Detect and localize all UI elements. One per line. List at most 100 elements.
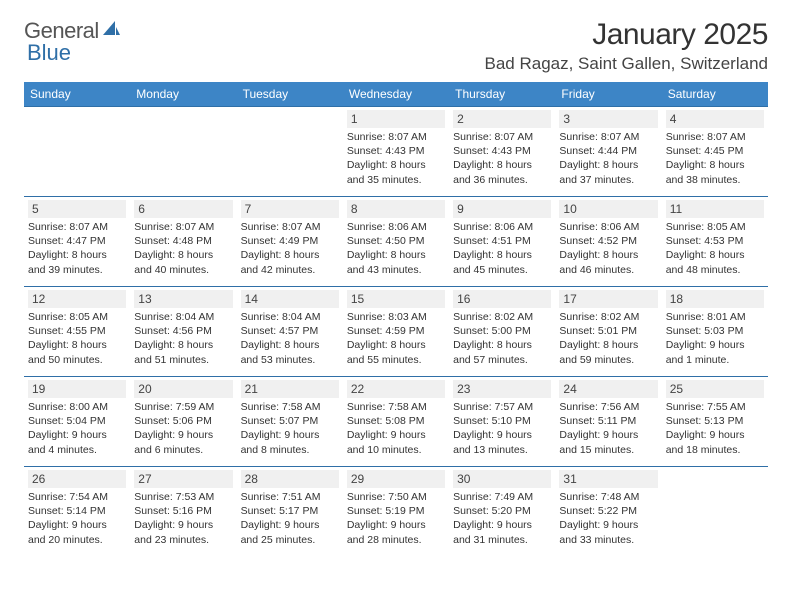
day-cell: 24 Sunrise: 7:56 AMSunset: 5:11 PMDayligh… [555,377,661,467]
brand-part2: Blue [27,40,71,66]
day-cell: 11 Sunrise: 8:05 AMSunset: 4:53 PMDayligh… [662,197,768,287]
day-number: 15 [347,290,445,308]
day-number: 29 [347,470,445,488]
day-cell: 26 Sunrise: 7:54 AMSunset: 5:14 PMDayligh… [24,467,130,557]
day-info: Sunrise: 8:07 AMSunset: 4:49 PMDaylight:… [241,220,339,277]
day-info: Sunrise: 8:05 AMSunset: 4:53 PMDaylight:… [666,220,764,277]
day-number: 6 [134,200,232,218]
day-cell: 25 Sunrise: 7:55 AMSunset: 5:13 PMDayligh… [662,377,768,467]
dow-sunday: Sunday [24,82,130,107]
day-number: 21 [241,380,339,398]
day-number: 28 [241,470,339,488]
day-cell: 15 Sunrise: 8:03 AMSunset: 4:59 PMDayligh… [343,287,449,377]
day-number: 3 [559,110,657,128]
day-cell: 21 Sunrise: 7:58 AMSunset: 5:07 PMDayligh… [237,377,343,467]
day-cell [130,107,236,197]
day-number: 13 [134,290,232,308]
calendar-table: Sunday Monday Tuesday Wednesday Thursday… [24,82,768,557]
day-info: Sunrise: 8:04 AMSunset: 4:57 PMDaylight:… [241,310,339,367]
day-info: Sunrise: 8:02 AMSunset: 5:01 PMDaylight:… [559,310,657,367]
day-cell [662,467,768,557]
day-info: Sunrise: 8:06 AMSunset: 4:52 PMDaylight:… [559,220,657,277]
day-cell: 1 Sunrise: 8:07 AMSunset: 4:43 PMDaylight… [343,107,449,197]
day-cell: 22Sunrise: 7:58 AMSunset: 5:08 PMDayligh… [343,377,449,467]
week-row: 5 Sunrise: 8:07 AMSunset: 4:47 PMDaylight… [24,197,768,287]
day-number: 8 [347,200,445,218]
day-info: Sunrise: 8:07 AMSunset: 4:44 PMDaylight:… [559,130,657,187]
day-number: 16 [453,290,551,308]
day-cell [24,107,130,197]
day-info: Sunrise: 7:57 AMSunset: 5:10 PMDaylight:… [453,400,551,457]
day-info: Sunrise: 7:58 AMSunset: 5:08 PMDaylight:… [347,400,445,457]
day-cell: 20 Sunrise: 7:59 AMSunset: 5:06 PMDayligh… [130,377,236,467]
day-info: Sunrise: 7:51 AMSunset: 5:17 PMDaylight:… [241,490,339,547]
day-number: 4 [666,110,764,128]
day-cell: 27 Sunrise: 7:53 AMSunset: 5:16 PMDayligh… [130,467,236,557]
day-info: Sunrise: 7:54 AMSunset: 5:14 PMDaylight:… [28,490,126,547]
day-number: 11 [666,200,764,218]
day-info: Sunrise: 8:07 AMSunset: 4:43 PMDaylight:… [347,130,445,187]
week-row: 26 Sunrise: 7:54 AMSunset: 5:14 PMDayligh… [24,467,768,557]
day-cell: 2 Sunrise: 8:07 AMSunset: 4:43 PMDaylight… [449,107,555,197]
day-number: 23 [453,380,551,398]
day-number: 24 [559,380,657,398]
day-info: Sunrise: 7:58 AMSunset: 5:07 PMDaylight:… [241,400,339,457]
day-cell: 6 Sunrise: 8:07 AMSunset: 4:48 PMDaylight… [130,197,236,287]
day-info: Sunrise: 8:06 AMSunset: 4:51 PMDaylight:… [453,220,551,277]
day-cell: 18Sunrise: 8:01 AMSunset: 5:03 PMDayligh… [662,287,768,377]
day-cell: 12Sunrise: 8:05 AMSunset: 4:55 PMDayligh… [24,287,130,377]
day-info: Sunrise: 8:07 AMSunset: 4:43 PMDaylight:… [453,130,551,187]
day-number: 5 [28,200,126,218]
day-info: Sunrise: 8:06 AMSunset: 4:50 PMDaylight:… [347,220,445,277]
day-info: Sunrise: 8:01 AMSunset: 5:03 PMDaylight:… [666,310,764,367]
location: Bad Ragaz, Saint Gallen, Switzerland [485,54,769,74]
calendar-body: 1 Sunrise: 8:07 AMSunset: 4:43 PMDaylight… [24,107,768,557]
day-number: 1 [347,110,445,128]
dow-saturday: Saturday [662,82,768,107]
day-cell: 4 Sunrise: 8:07 AMSunset: 4:45 PMDaylight… [662,107,768,197]
day-cell: 17 Sunrise: 8:02 AMSunset: 5:01 PMDayligh… [555,287,661,377]
week-row: 19Sunrise: 8:00 AMSunset: 5:04 PMDayligh… [24,377,768,467]
day-cell: 23 Sunrise: 7:57 AMSunset: 5:10 PMDayligh… [449,377,555,467]
day-cell: 3 Sunrise: 8:07 AMSunset: 4:44 PMDaylight… [555,107,661,197]
header: General January 2025 Bad Ragaz, Saint Ga… [24,18,768,74]
day-info: Sunrise: 8:07 AMSunset: 4:48 PMDaylight:… [134,220,232,277]
day-info: Sunrise: 7:55 AMSunset: 5:13 PMDaylight:… [666,400,764,457]
day-cell: 30 Sunrise: 7:49 AMSunset: 5:20 PMDayligh… [449,467,555,557]
dow-row: Sunday Monday Tuesday Wednesday Thursday… [24,82,768,107]
day-info: Sunrise: 8:02 AMSunset: 5:00 PMDaylight:… [453,310,551,367]
day-number: 20 [134,380,232,398]
day-info: Sunrise: 8:04 AMSunset: 4:56 PMDaylight:… [134,310,232,367]
title-block: January 2025 Bad Ragaz, Saint Gallen, Sw… [485,18,769,74]
day-info: Sunrise: 7:49 AMSunset: 5:20 PMDaylight:… [453,490,551,547]
day-cell [237,107,343,197]
day-number: 2 [453,110,551,128]
day-cell: 14Sunrise: 8:04 AMSunset: 4:57 PMDayligh… [237,287,343,377]
day-info: Sunrise: 8:00 AMSunset: 5:04 PMDaylight:… [28,400,126,457]
week-row: 1 Sunrise: 8:07 AMSunset: 4:43 PMDaylight… [24,107,768,197]
day-cell: 16 Sunrise: 8:02 AMSunset: 5:00 PMDayligh… [449,287,555,377]
day-info: Sunrise: 7:50 AMSunset: 5:19 PMDaylight:… [347,490,445,547]
day-info: Sunrise: 8:05 AMSunset: 4:55 PMDaylight:… [28,310,126,367]
day-number: 17 [559,290,657,308]
day-info: Sunrise: 8:07 AMSunset: 4:45 PMDaylight:… [666,130,764,187]
day-number: 27 [134,470,232,488]
day-cell: 5 Sunrise: 8:07 AMSunset: 4:47 PMDaylight… [24,197,130,287]
day-number: 30 [453,470,551,488]
week-row: 12Sunrise: 8:05 AMSunset: 4:55 PMDayligh… [24,287,768,377]
brand-sail-icon [101,19,121,37]
day-number: 7 [241,200,339,218]
day-info: Sunrise: 7:53 AMSunset: 5:16 PMDaylight:… [134,490,232,547]
day-cell: 9Sunrise: 8:06 AMSunset: 4:51 PMDaylight… [449,197,555,287]
day-cell: 28 Sunrise: 7:51 AMSunset: 5:17 PMDayligh… [237,467,343,557]
dow-friday: Friday [555,82,661,107]
day-info: Sunrise: 8:03 AMSunset: 4:59 PMDaylight:… [347,310,445,367]
day-number: 25 [666,380,764,398]
day-number: 10 [559,200,657,218]
day-info: Sunrise: 7:59 AMSunset: 5:06 PMDaylight:… [134,400,232,457]
day-number: 26 [28,470,126,488]
day-info: Sunrise: 7:56 AMSunset: 5:11 PMDaylight:… [559,400,657,457]
day-info: Sunrise: 8:07 AMSunset: 4:47 PMDaylight:… [28,220,126,277]
day-cell: 7 Sunrise: 8:07 AMSunset: 4:49 PMDaylight… [237,197,343,287]
dow-tuesday: Tuesday [237,82,343,107]
